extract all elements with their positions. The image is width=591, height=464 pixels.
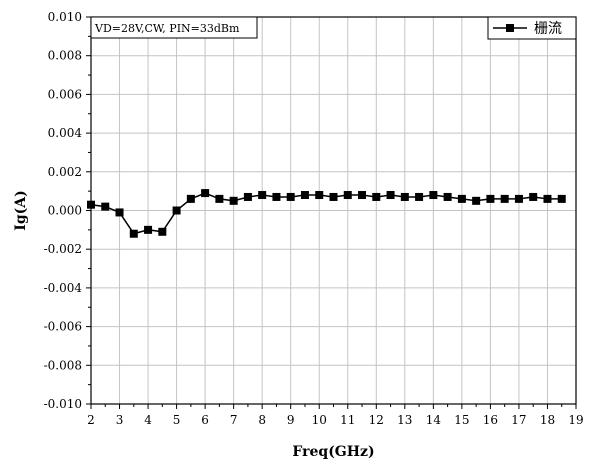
x-tick-label: 2 (87, 413, 95, 427)
data-point (358, 191, 367, 200)
x-tick-label: 4 (144, 413, 152, 427)
data-point (101, 202, 110, 211)
y-tick-label: -0.006 (44, 320, 82, 334)
y-tick-label: 0.008 (48, 49, 82, 63)
annotation-text: VD=28V,CW, PIN=33dBm (94, 22, 240, 35)
y-tick-label: -0.010 (44, 397, 82, 411)
data-point (144, 225, 153, 234)
y-tick-label: -0.002 (44, 242, 82, 256)
x-tick-label: 18 (540, 413, 555, 427)
data-point (87, 200, 95, 209)
data-point (129, 229, 138, 238)
legend-label: 栅流 (534, 21, 562, 37)
x-tick-label: 13 (397, 413, 412, 427)
series-line (90, 192, 562, 235)
grid (91, 17, 576, 404)
series-layer (87, 189, 566, 238)
y-tick-label: 0.002 (48, 165, 82, 179)
data-point (500, 194, 509, 203)
data-point (514, 194, 523, 203)
data-point (215, 194, 224, 203)
x-tick-label: 16 (483, 413, 498, 427)
x-tick-label: 5 (173, 413, 181, 427)
x-tick-label: 12 (369, 413, 384, 427)
x-tick-label: 17 (511, 413, 526, 427)
data-point (315, 191, 324, 200)
x-tick-label: 11 (340, 413, 355, 427)
data-point (186, 194, 195, 203)
x-tick-label: 15 (454, 413, 469, 427)
y-tick-label: -0.008 (44, 358, 82, 372)
data-point (443, 192, 452, 201)
data-point (472, 196, 481, 205)
data-point (329, 192, 338, 201)
data-point (400, 192, 409, 201)
y-tick-label: 0.000 (48, 204, 82, 218)
annotation-box: VD=28V,CW, PIN=33dBm (90, 16, 258, 39)
axis-ticks (86, 16, 577, 409)
legend: 栅流 (487, 16, 577, 40)
data-point (172, 206, 181, 215)
x-tick-labels: 2 3 4 5 6 7 8 9 10 11 12 13 14 15 16 17 18 19 (87, 413, 583, 427)
y-tick-labels: -0.010 -0.008 -0.006 -0.004 -0.002 0.000 0.002… (44, 10, 83, 411)
data-point (201, 189, 210, 198)
x-tick-label: 8 (258, 413, 266, 427)
data-point (543, 194, 552, 203)
plot-frame (90, 16, 577, 405)
data-point (415, 192, 424, 201)
data-point (486, 194, 495, 203)
data-point (557, 194, 566, 203)
data-point (457, 194, 466, 203)
legend-box (487, 16, 577, 40)
x-tick-label: 9 (287, 413, 295, 427)
data-point (115, 208, 124, 217)
x-tick-label: 6 (201, 413, 209, 427)
data-point (272, 192, 281, 201)
data-point (386, 191, 395, 200)
legend-marker (506, 24, 514, 32)
x-tick-label: 19 (568, 413, 583, 427)
data-point (158, 227, 167, 236)
x-axis-title: Freq(GHz) (292, 444, 374, 460)
y-tick-label: 0.010 (48, 10, 82, 24)
data-point (258, 191, 267, 200)
y-tick-label: -0.004 (44, 281, 83, 295)
data-point (529, 192, 538, 201)
data-point (286, 192, 295, 201)
x-tick-label: 14 (426, 413, 442, 427)
y-tick-label: 0.004 (48, 126, 83, 140)
x-tick-label: 3 (116, 413, 124, 427)
x-tick-label: 10 (312, 413, 327, 427)
data-point (372, 192, 381, 201)
y-axis-title: Ig(A) (13, 190, 29, 230)
data-point (229, 196, 238, 205)
y-tick-label: 0.006 (48, 87, 82, 101)
data-point (429, 191, 438, 200)
data-point (343, 191, 352, 200)
data-point (300, 191, 309, 200)
x-tick-label: 7 (230, 413, 238, 427)
data-point (243, 192, 252, 201)
